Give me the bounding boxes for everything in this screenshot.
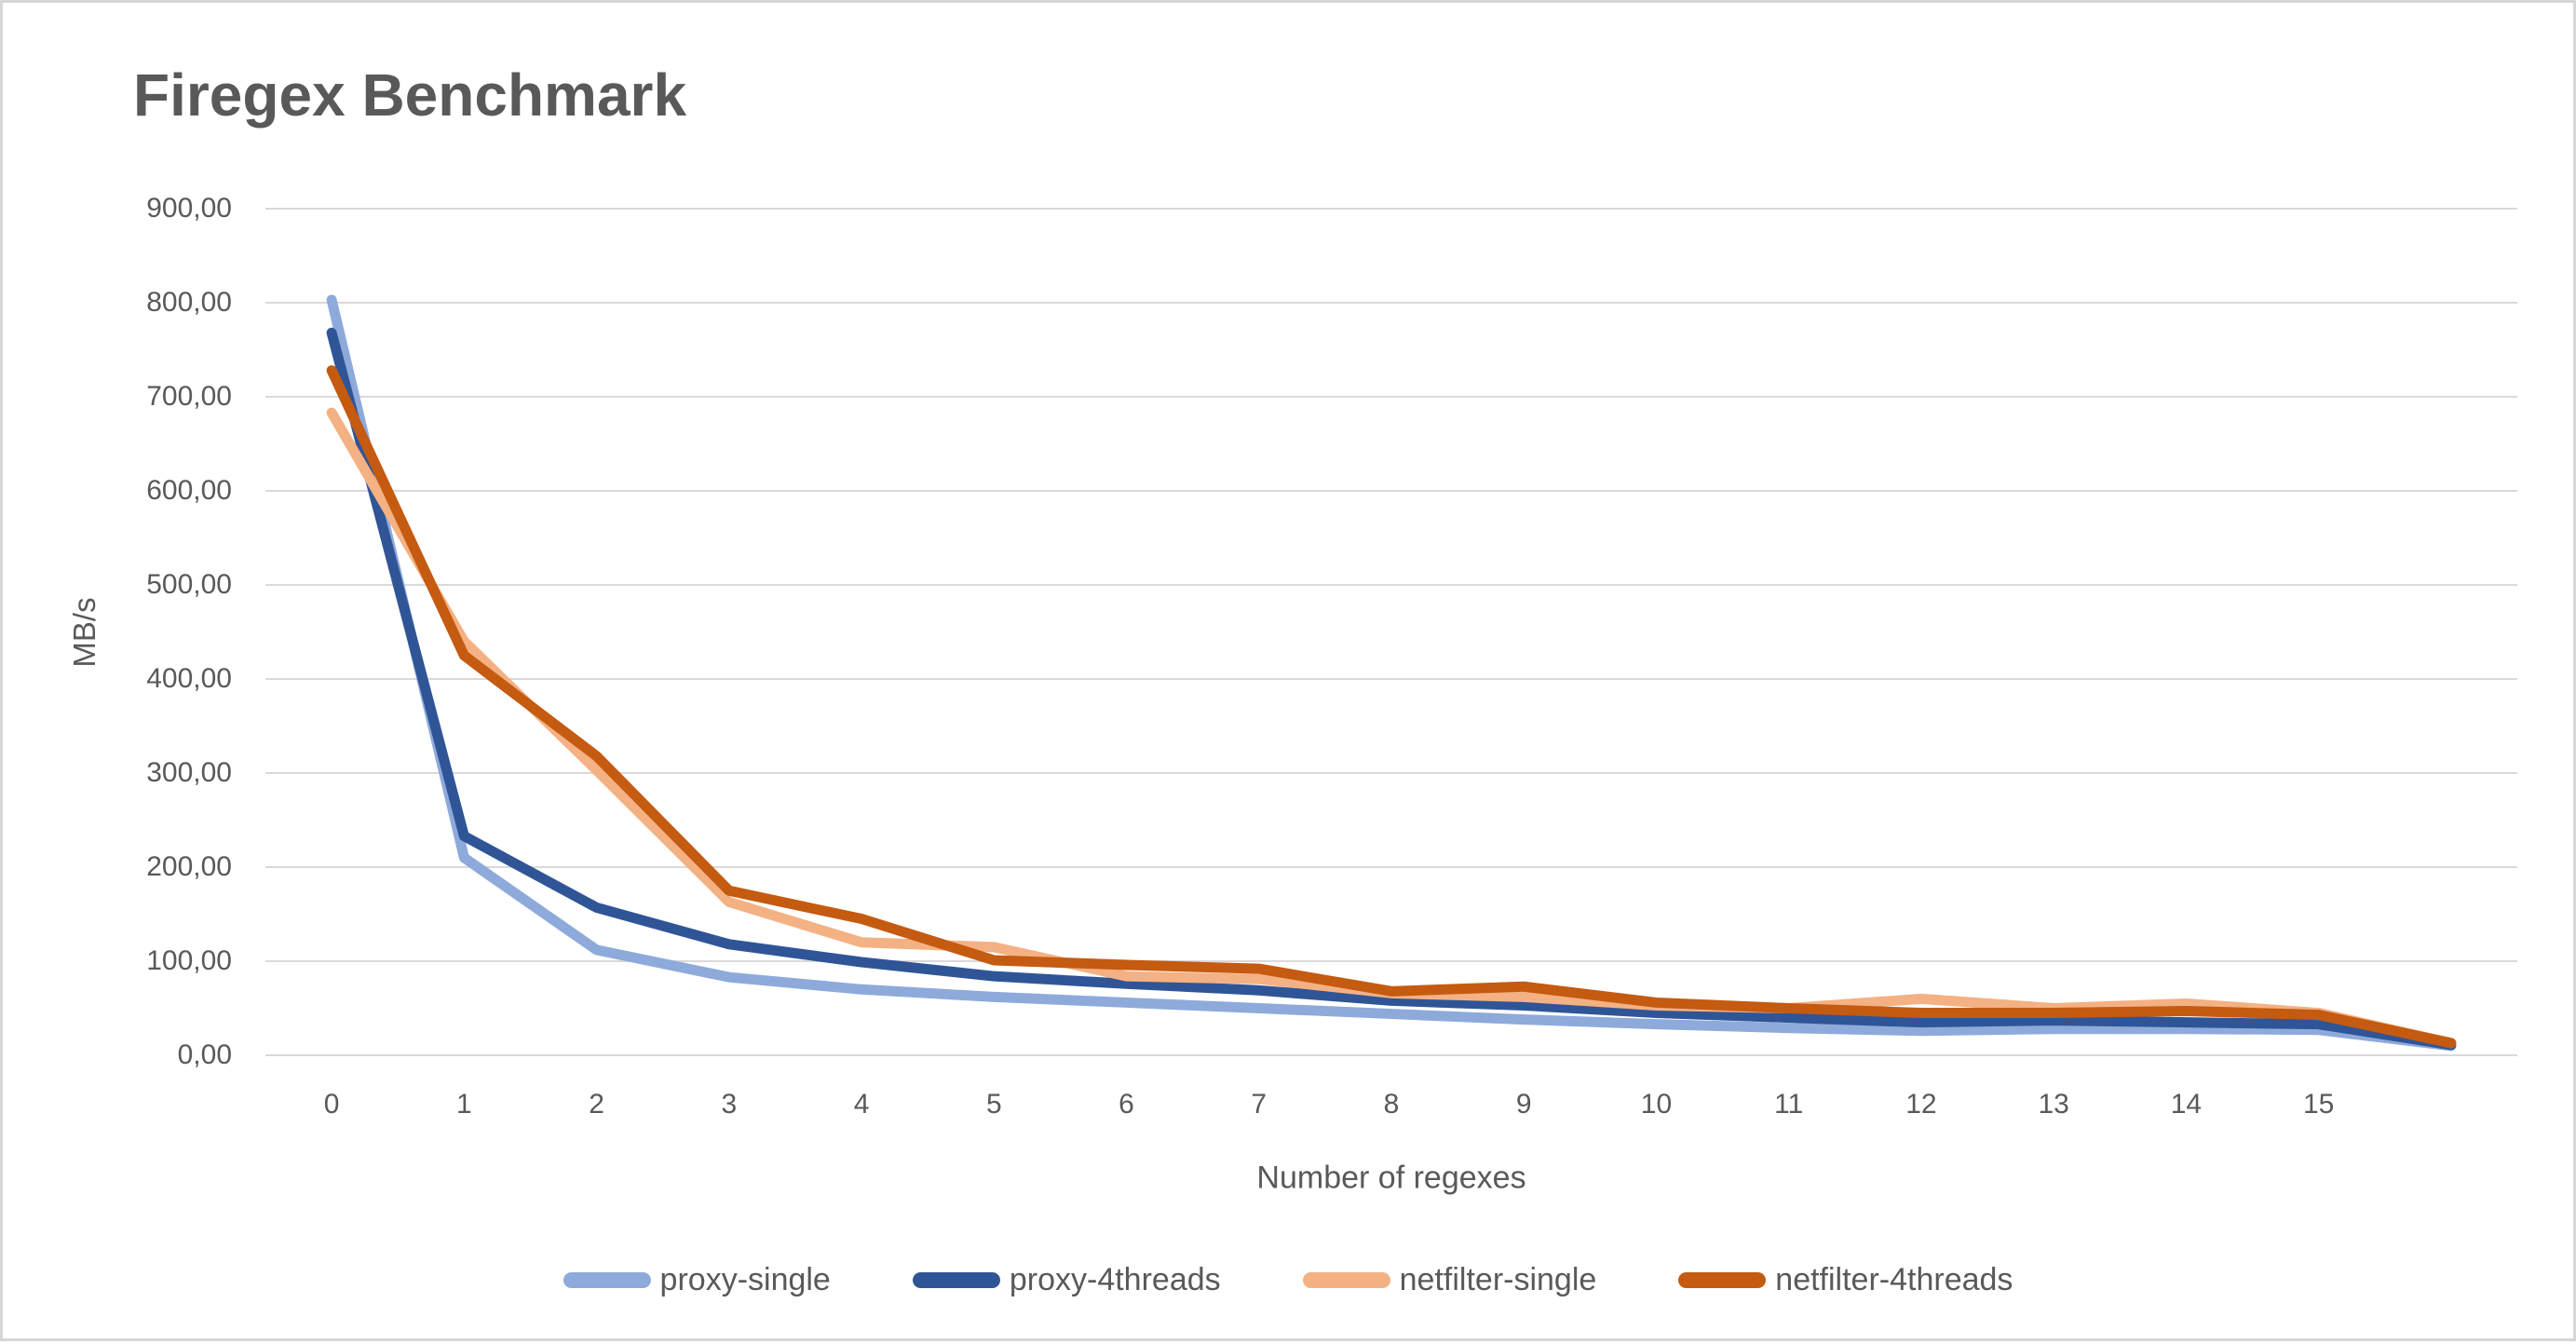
x-tick-label: 2 — [589, 1089, 604, 1120]
series-line-netfilter-4threads — [326, 365, 2457, 1049]
x-tick-label: 5 — [985, 1089, 1002, 1120]
x-tick-label: 8 — [1383, 1089, 1400, 1120]
legend-swatch-proxy-4threads — [912, 1272, 1000, 1288]
y-tick-label: 800,00 — [146, 287, 232, 318]
series-line-netfilter-single — [326, 407, 2457, 1049]
x-tick-label: 4 — [853, 1089, 870, 1120]
x-axis-title: Number of regexes — [1256, 1160, 1526, 1196]
y-tick-label: 900,00 — [146, 193, 232, 224]
legend-item-netfilter-4threads: netfilter-4threads — [1678, 1262, 2013, 1298]
y-tick-label: 600,00 — [146, 475, 232, 506]
legend-item-proxy-4threads: proxy-4threads — [912, 1262, 1221, 1298]
x-tick-label: 14 — [2170, 1089, 2203, 1120]
y-tick-label: 200,00 — [146, 851, 232, 882]
x-tick-label: 10 — [1640, 1089, 1673, 1120]
x-tick-label: 3 — [721, 1089, 738, 1120]
x-tick-label: 12 — [1905, 1089, 1937, 1120]
y-tick-label: 100,00 — [146, 945, 232, 976]
legend-label-netfilter-4threads: netfilter-4threads — [1775, 1262, 2013, 1297]
legend-item-netfilter-single: netfilter-single — [1302, 1262, 1597, 1298]
legend-item-proxy-single: proxy-single — [563, 1262, 831, 1298]
legend-swatch-proxy-single — [563, 1272, 651, 1288]
y-tick-label: 700,00 — [146, 381, 232, 412]
gridlines — [265, 208, 2517, 1056]
x-tick-label: 13 — [2038, 1089, 2069, 1120]
chart-title: Firegex Benchmark — [133, 61, 687, 129]
legend-label-proxy-single: proxy-single — [659, 1262, 831, 1297]
series-line-proxy-4threads — [326, 327, 2457, 1051]
x-tick-label: 7 — [1251, 1089, 1268, 1120]
x-tick-label: 9 — [1515, 1089, 1532, 1120]
plot-area — [265, 208, 2517, 1056]
y-axis-title: MB/s — [67, 597, 102, 668]
y-tick-label: 400,00 — [146, 663, 232, 694]
legend: proxy-single proxy-4threads netfilter-sing… — [3, 1262, 2573, 1298]
y-tick-label: 300,00 — [146, 757, 232, 788]
series-line-proxy-single — [326, 294, 2457, 1052]
series-lines — [326, 294, 2457, 1052]
legend-swatch-netfilter-4threads — [1678, 1272, 1767, 1288]
legend-label-proxy-4threads: proxy-4threads — [1009, 1262, 1221, 1297]
legend-label-netfilter-single: netfilter-single — [1399, 1262, 1597, 1297]
x-tick-label: 1 — [456, 1089, 472, 1120]
x-tick-label: 0 — [323, 1089, 340, 1120]
y-tick-label: 500,00 — [146, 569, 232, 600]
legend-swatch-netfilter-single — [1302, 1272, 1390, 1288]
x-tick-label: 15 — [2302, 1089, 2335, 1120]
x-tick-label: 6 — [1119, 1089, 1134, 1120]
y-tick-label: 0,00 — [177, 1039, 232, 1070]
x-tick-label: 11 — [1774, 1089, 1804, 1120]
